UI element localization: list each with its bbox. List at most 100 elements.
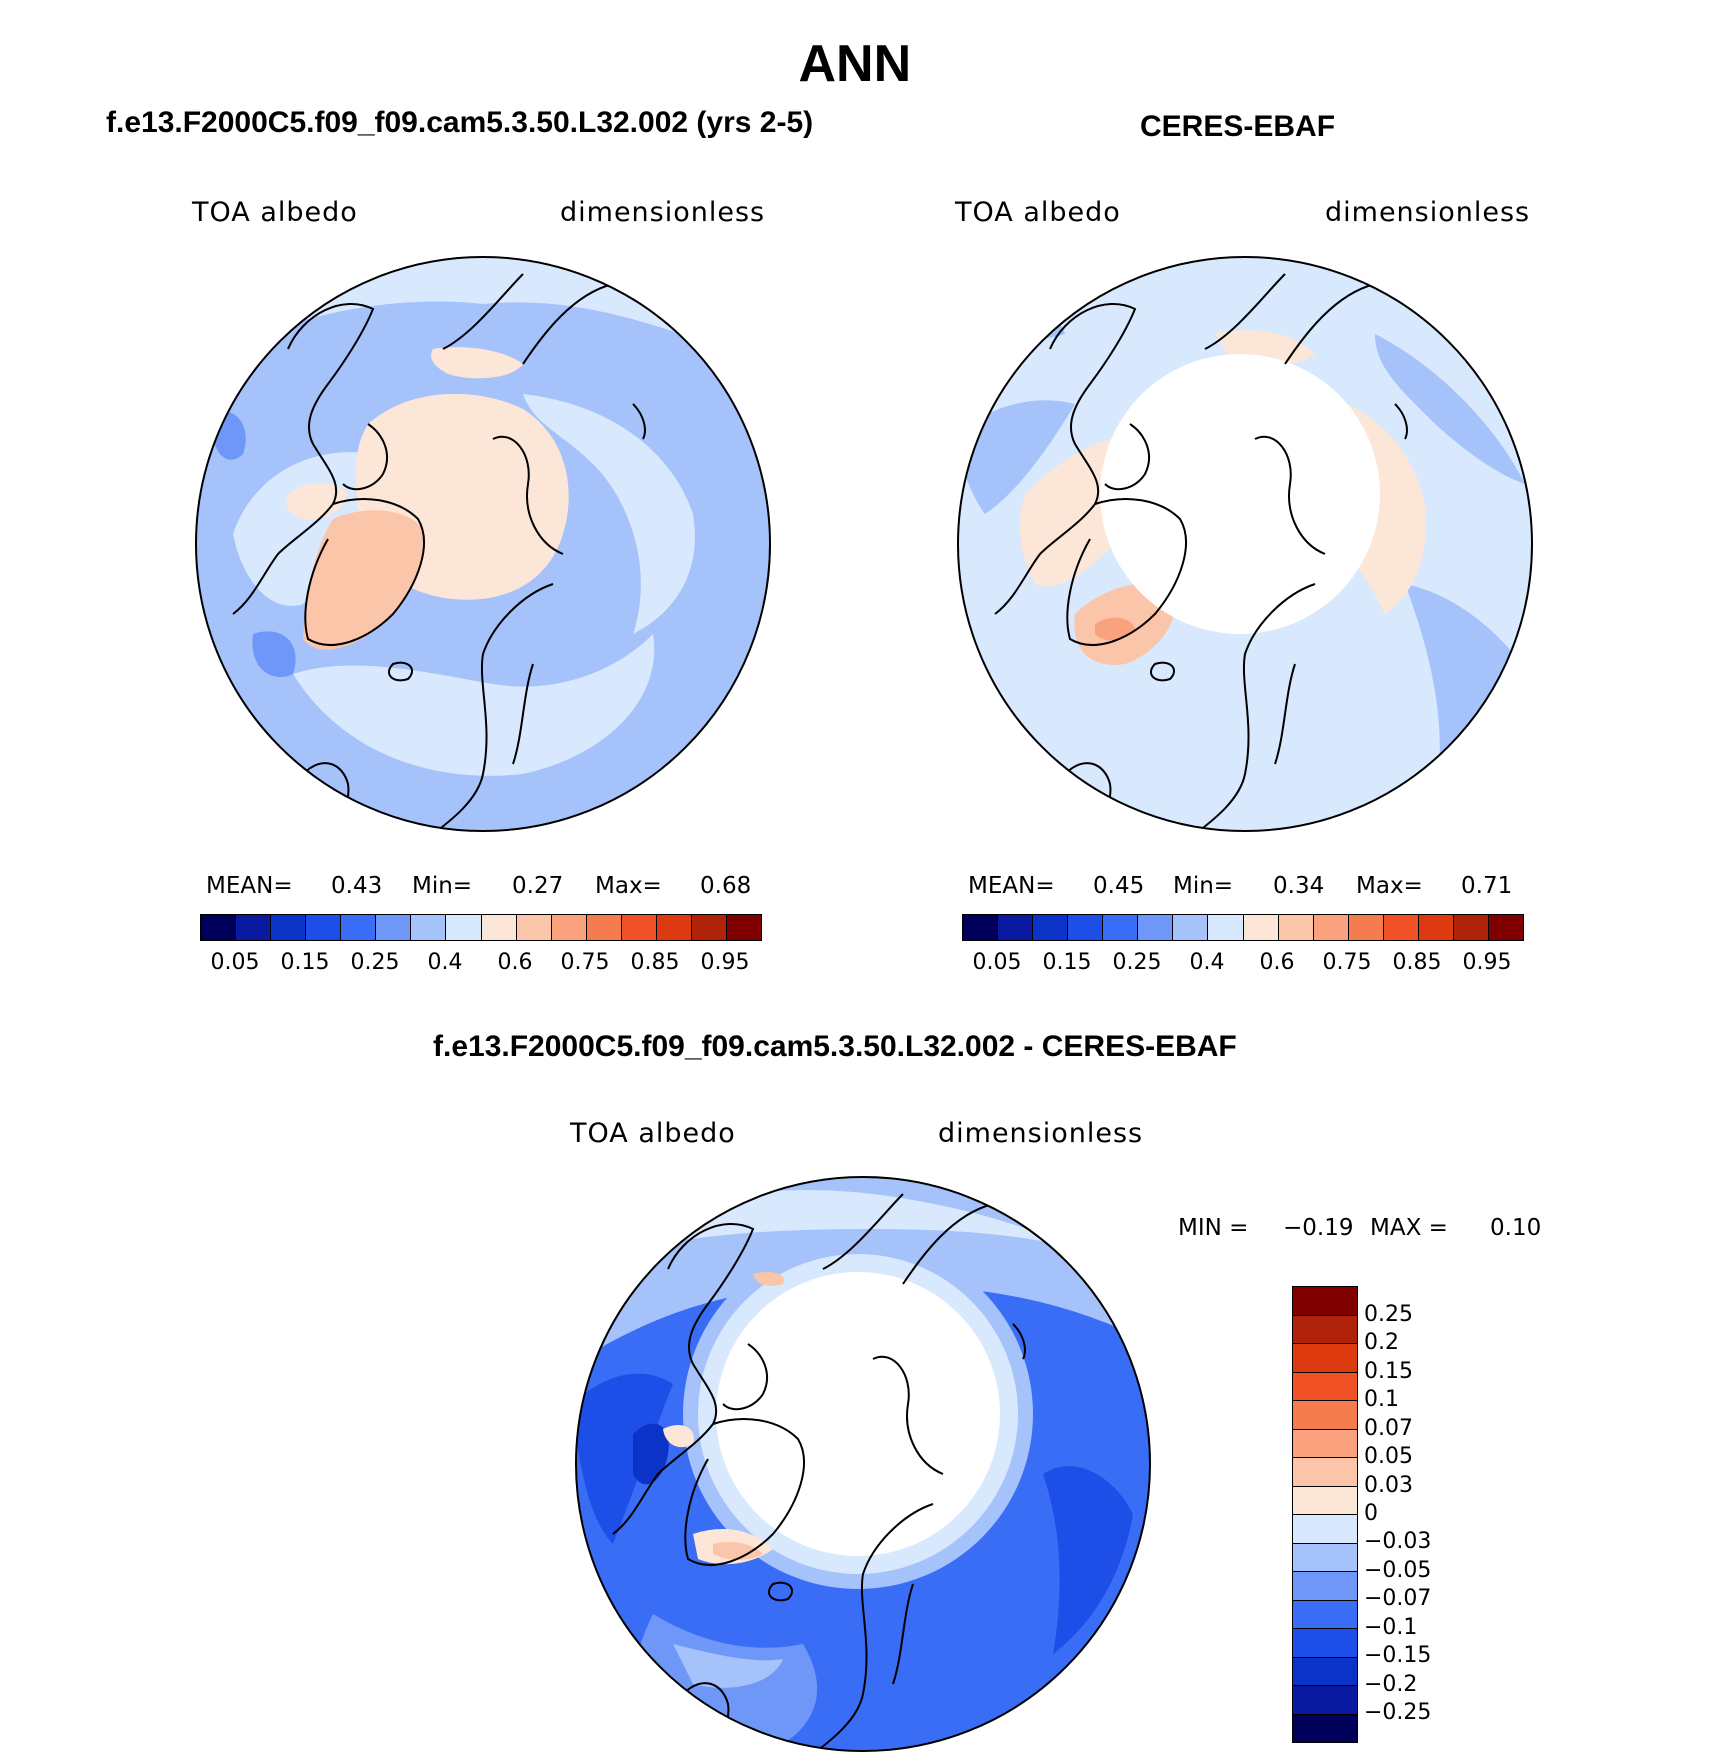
colorbar-cell — [550, 915, 586, 940]
colorbar-tick-label: 0.85 — [630, 950, 680, 975]
diff-units-label: dimensionless — [938, 1118, 1144, 1149]
colorbar-cell — [1293, 1428, 1357, 1457]
colorbar-cell — [1293, 1685, 1357, 1714]
diff-max-value: 0.10 — [1490, 1215, 1542, 1241]
colorbar-cell — [1172, 915, 1208, 940]
colorbar-tick-label: 0.95 — [1462, 950, 1512, 975]
colorbar-cell — [1452, 915, 1488, 940]
colorbar-cell — [1293, 1571, 1357, 1600]
model-colorbar-ticks: 0.05 0.15 0.25 0.4 0.6 0.75 0.85 0.95 — [200, 950, 760, 978]
colorbar-tick-label: −0.1 — [1364, 1614, 1418, 1640]
colorbar-cell — [1293, 1656, 1357, 1685]
obs-min-label: Min= — [1173, 873, 1234, 899]
colorbar-cell — [1032, 915, 1068, 940]
colorbar-cell — [1293, 1628, 1357, 1657]
colorbar-tick-label: 0.05 — [972, 950, 1022, 975]
obs-max-label: Max= — [1356, 873, 1423, 899]
colorbar-tick-label: −0.05 — [1364, 1557, 1432, 1583]
colorbar-tick-label: 0.25 — [1364, 1301, 1413, 1327]
model-min-value: 0.27 — [512, 873, 564, 899]
colorbar-cell — [410, 915, 446, 940]
diff-colorbar — [1292, 1286, 1358, 1743]
colorbar-cell — [620, 915, 656, 940]
colorbar-tick-label: 0 — [1364, 1501, 1378, 1526]
colorbar-tick-label: 0.25 — [1112, 950, 1162, 975]
colorbar-cell — [1293, 1485, 1357, 1514]
colorbar-tick-label: 0.4 — [1189, 950, 1225, 975]
colorbar-cell — [1487, 915, 1523, 940]
colorbar-cell — [1102, 915, 1138, 940]
model-polar-map — [195, 256, 771, 832]
diff-min-label: MIN = — [1178, 1215, 1249, 1241]
diff-min-value: −0.19 — [1283, 1215, 1354, 1241]
colorbar-cell — [1067, 915, 1103, 940]
colorbar-cell — [585, 915, 621, 940]
diff-variable-label: TOA albedo — [570, 1118, 736, 1149]
colorbar-cell — [1293, 1343, 1357, 1372]
colorbar-tick-label: −0.25 — [1364, 1700, 1432, 1726]
colorbar-tick-label: −0.07 — [1364, 1586, 1432, 1612]
model-variable-label: TOA albedo — [192, 197, 358, 228]
colorbar-cell — [725, 915, 761, 940]
colorbar-cell — [1417, 915, 1453, 940]
colorbar-cell — [305, 915, 341, 940]
colorbar-cell — [1293, 1457, 1357, 1486]
colorbar-cell — [1277, 915, 1313, 940]
colorbar-cell — [1293, 1599, 1357, 1628]
diff-max-label: MAX = — [1370, 1215, 1448, 1241]
model-max-label: Max= — [595, 873, 662, 899]
colorbar-cell — [1293, 1371, 1357, 1400]
colorbar-tick-label: 0.2 — [1364, 1330, 1399, 1356]
colorbar-cell — [1293, 1542, 1357, 1571]
obs-mean-label: MEAN= — [968, 873, 1055, 899]
colorbar-tick-label: −0.15 — [1364, 1643, 1432, 1669]
colorbar-tick-label: 0.75 — [1322, 950, 1372, 975]
colorbar-tick-label: 0.75 — [560, 950, 610, 975]
colorbar-cell — [480, 915, 516, 940]
model-min-label: Min= — [412, 873, 473, 899]
colorbar-cell — [655, 915, 691, 940]
obs-mean-value: 0.45 — [1093, 873, 1145, 899]
obs-colorbar-ticks: 0.05 0.15 0.25 0.4 0.6 0.75 0.85 0.95 — [962, 950, 1522, 978]
colorbar-cell — [963, 915, 998, 940]
colorbar-tick-label: 0.6 — [497, 950, 533, 975]
colorbar-cell — [340, 915, 376, 940]
obs-max-value: 0.71 — [1461, 873, 1513, 899]
colorbar-cell — [515, 915, 551, 940]
colorbar-cell — [1312, 915, 1348, 940]
obs-min-value: 0.34 — [1273, 873, 1325, 899]
colorbar-cell — [375, 915, 411, 940]
colorbar-cell — [1137, 915, 1173, 940]
colorbar-tick-label: 0.85 — [1392, 950, 1442, 975]
colorbar-cell — [1382, 915, 1418, 940]
model-panel-title: f.e13.F2000C5.f09_f09.cam5.3.50.L32.002 … — [106, 106, 814, 139]
obs-variable-label: TOA albedo — [955, 197, 1121, 228]
colorbar-cell — [1293, 1514, 1357, 1543]
colorbar-cell — [201, 915, 236, 940]
colorbar-cell — [1293, 1400, 1357, 1429]
model-max-value: 0.68 — [700, 873, 752, 899]
colorbar-cell — [270, 915, 306, 940]
colorbar-cell — [1293, 1314, 1357, 1343]
colorbar-tick-label: −0.2 — [1364, 1671, 1418, 1697]
model-units-label: dimensionless — [560, 197, 766, 228]
colorbar-cell — [445, 915, 481, 940]
obs-polar-map — [957, 256, 1533, 832]
colorbar-tick-label: 0.07 — [1364, 1415, 1413, 1441]
model-colorbar — [200, 914, 762, 941]
diff-panel-title: f.e13.F2000C5.f09_f09.cam5.3.50.L32.002 … — [433, 1030, 1237, 1063]
colorbar-tick-label: 0.25 — [350, 950, 400, 975]
diff-colorbar-ticks: 0.25 0.2 0.15 0.1 0.07 0.05 0.03 0 −0.03 −0.05 −0.… — [1364, 1286, 1474, 1741]
colorbar-tick-label: 0.4 — [427, 950, 463, 975]
colorbar-tick-label: 0.6 — [1259, 950, 1295, 975]
colorbar-cell — [1293, 1713, 1357, 1742]
colorbar-cell — [1242, 915, 1278, 940]
obs-units-label: dimensionless — [1325, 197, 1531, 228]
colorbar-tick-label: −0.03 — [1364, 1529, 1432, 1555]
colorbar-tick-label: 0.15 — [1364, 1358, 1413, 1384]
colorbar-tick-label: 0.03 — [1364, 1472, 1413, 1498]
model-mean-label: MEAN= — [206, 873, 293, 899]
colorbar-cell — [1207, 915, 1243, 940]
figure-title: ANN — [798, 35, 912, 93]
obs-panel-title: CERES-EBAF — [1140, 110, 1336, 143]
